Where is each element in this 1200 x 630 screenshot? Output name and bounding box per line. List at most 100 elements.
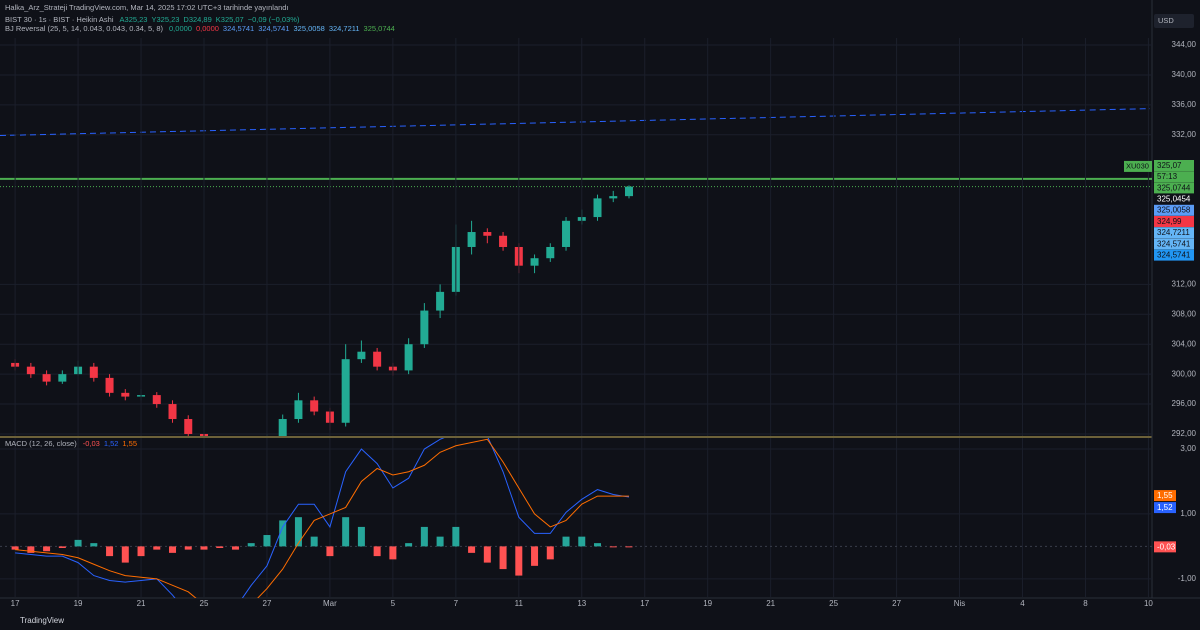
histogram-bar (310, 536, 318, 547)
brand: TradingView (20, 616, 64, 625)
x-tick-label: 19 (703, 599, 712, 608)
histogram-bar (216, 546, 224, 549)
price-label: 57:13 (1157, 172, 1178, 181)
candle-body (499, 235, 508, 247)
candle-body (341, 359, 350, 423)
histogram-bar (121, 546, 129, 563)
histogram-bar (153, 546, 161, 550)
y-tick-label: -1,00 (1178, 574, 1197, 583)
histogram-bar (625, 546, 633, 548)
x-tick-label: 11 (515, 599, 524, 608)
histogram-bar (90, 543, 98, 547)
x-tick-label: 13 (577, 599, 586, 608)
x-tick-label: 27 (892, 599, 901, 608)
histogram-bar (169, 546, 177, 553)
publisher: Halka_Arz_Strateji TradingView.com, Mar … (5, 3, 289, 12)
price-label: 325,0744 (1157, 183, 1191, 192)
macd-line (15, 438, 629, 598)
price-label-box (1154, 182, 1194, 194)
y-tick-label: 312,00 (1172, 279, 1197, 288)
pane-value: 1,55 (122, 439, 137, 448)
x-tick-label: 21 (137, 599, 146, 608)
header-value: 324,5741 (258, 24, 289, 33)
histogram-bar (357, 526, 365, 547)
histogram-bar (27, 546, 35, 553)
candle-body (483, 232, 492, 236)
candle-body (89, 366, 98, 378)
y-tick-label: 1,00 (1180, 509, 1196, 518)
x-tick-label: 8 (1083, 599, 1088, 608)
x-tick-label: 17 (640, 599, 649, 608)
pane (0, 438, 1152, 598)
candle-body (562, 220, 571, 247)
price-label-box (1154, 238, 1194, 250)
currency-box[interactable] (1154, 14, 1194, 28)
candle-body (530, 258, 539, 266)
price-label-box (1154, 160, 1194, 171)
x-tick-label: 25 (829, 599, 838, 608)
value-label-box (1154, 502, 1176, 514)
candle-body (294, 400, 303, 420)
histogram-bar (247, 543, 255, 547)
currency[interactable]: USD (1158, 16, 1174, 25)
candle-body (42, 374, 51, 382)
x-tick-label: Mar (323, 599, 337, 608)
price-label-box (1154, 171, 1194, 183)
histogram-bar (231, 546, 239, 550)
header-value: D324,89 (183, 15, 211, 24)
y-tick-label: 332,00 (1172, 130, 1197, 139)
pane-value: -0,03 (83, 439, 100, 448)
header-value: 0,0000 (196, 24, 219, 33)
y-tick-label: 3,00 (1180, 444, 1196, 453)
header-value: 324,5741 (223, 24, 254, 33)
candle-body (152, 395, 161, 405)
histogram-bar (420, 526, 428, 547)
histogram-bar (106, 546, 114, 557)
pane-title: MACD (12, 26, close) (5, 439, 77, 448)
histogram-bar (405, 543, 413, 547)
price-label-box (1154, 193, 1194, 205)
histogram-bar (468, 546, 476, 553)
indicator[interactable]: BJ Reversal (25, 5, 14, 0.043, 0.043, 0.… (5, 24, 164, 33)
histogram-bar (184, 546, 192, 550)
y-tick-label: 336,00 (1172, 100, 1197, 109)
histogram-bar (452, 526, 460, 547)
histogram-bar (294, 517, 302, 547)
histogram-bar (546, 546, 554, 560)
histogram-bar (326, 546, 334, 557)
header-value: 324,7211 (329, 24, 360, 33)
price-label: 324,7211 (1157, 228, 1190, 237)
price-label: 324,5741 (1157, 239, 1191, 248)
price-label: 324,5741 (1157, 251, 1191, 260)
price-label-box (1154, 204, 1194, 216)
symbol[interactable]: BIST 30 · 1s · BIST · Heikin Ashi (5, 15, 114, 24)
header-value: A325,23 (120, 15, 148, 24)
y-tick-label: 344,00 (1172, 40, 1197, 49)
histogram-bar (74, 539, 82, 547)
x-tick-label: 7 (454, 599, 459, 608)
candle-body (593, 198, 602, 218)
price-label: 325,07 (1157, 161, 1182, 170)
histogram-bar (58, 546, 66, 549)
header-value: Y325,23 (151, 15, 179, 24)
footer (0, 612, 1200, 630)
y-tick-label: 340,00 (1172, 70, 1197, 79)
histogram-bar (499, 546, 507, 570)
hline-label-box (1124, 160, 1152, 172)
macd-line (15, 438, 630, 598)
hline-label: XU030 (1126, 161, 1149, 170)
value-label-box (1154, 541, 1176, 553)
histogram-bar (562, 536, 570, 547)
histogram-bar (373, 546, 381, 557)
x-tick-label: 27 (263, 599, 272, 608)
x-tick-label: 17 (11, 599, 20, 608)
candle-body (310, 400, 319, 412)
candle-body (26, 366, 35, 375)
candle-body (184, 419, 193, 434)
x-tick-label: 10 (1144, 599, 1153, 608)
candle-body (58, 374, 67, 382)
histogram-bar (609, 546, 617, 548)
price-label-box (1154, 249, 1194, 261)
histogram-bar (200, 546, 208, 550)
